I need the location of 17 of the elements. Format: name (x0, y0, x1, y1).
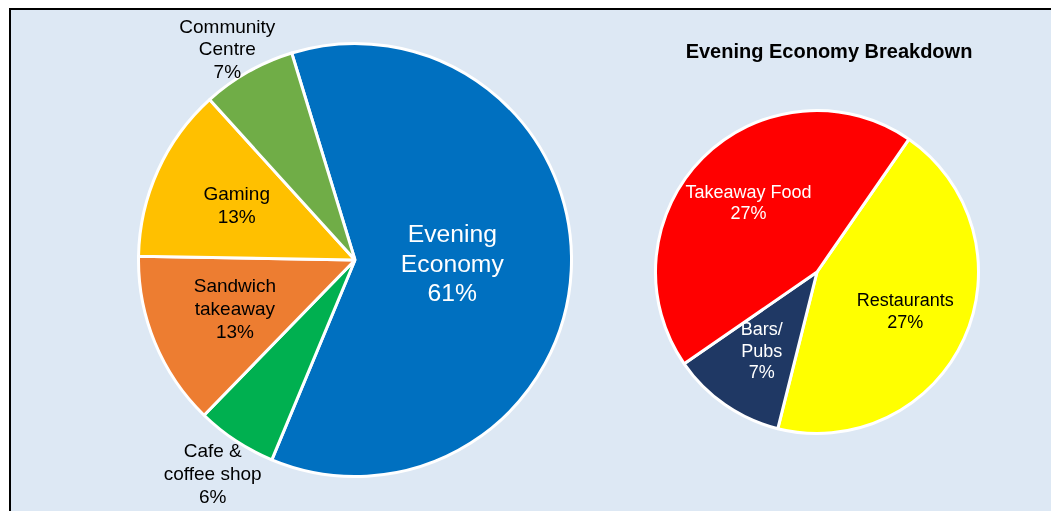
data-label: 13% (217, 205, 256, 227)
data-label: 13% (215, 320, 255, 342)
slice-label: Evening Economy (400, 219, 505, 277)
slice-label: Restaurants (856, 290, 954, 311)
data-label: 27% (730, 203, 767, 224)
slice-label: Takeaway Food (685, 181, 812, 202)
slice-label: Bars/Pubs (740, 319, 783, 361)
data-label: 6% (198, 485, 227, 507)
chart-title: Evening Economy Breakdown (685, 40, 973, 63)
slice-label: Sandwich takeaway (193, 274, 277, 319)
slice-label: Cafe & coffee shop (163, 440, 262, 485)
slice-label: Gaming (203, 183, 270, 205)
data-label: 7% (213, 61, 242, 83)
data-label: 61% (427, 279, 478, 307)
slice-label: Community Centre (179, 15, 276, 60)
data-label: 27% (887, 311, 924, 332)
data-label: 7% (748, 362, 775, 383)
